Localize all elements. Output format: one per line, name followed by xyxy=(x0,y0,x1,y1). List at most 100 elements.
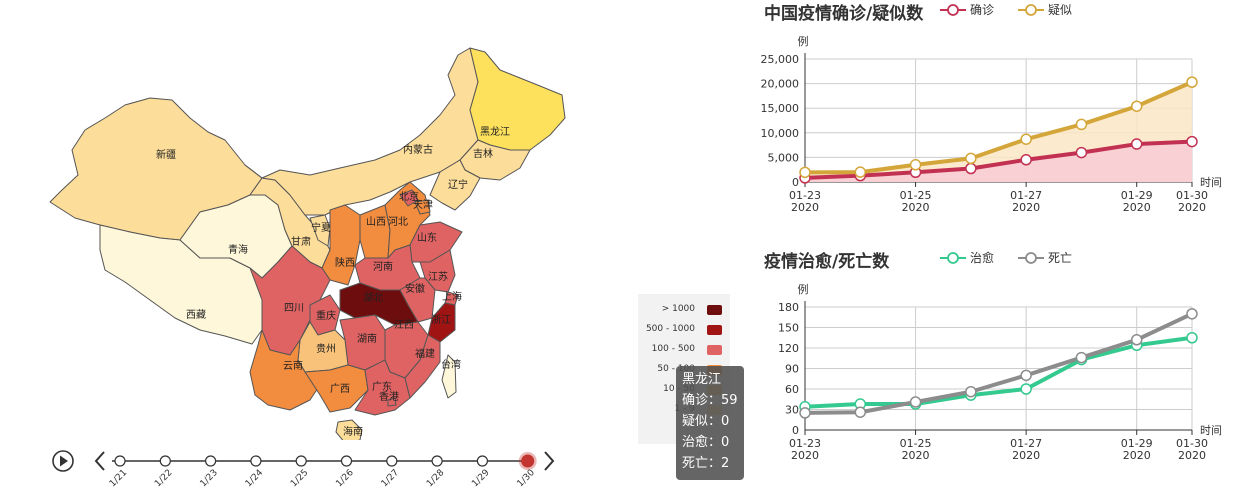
timeline-node[interactable] xyxy=(386,455,398,467)
data-point[interactable] xyxy=(909,159,922,171)
province-label: 上海 xyxy=(442,290,462,303)
data-point[interactable] xyxy=(1075,146,1088,159)
province-26[interactable] xyxy=(249,329,321,411)
timeline-node[interactable] xyxy=(159,455,171,467)
data-point[interactable] xyxy=(799,407,811,419)
data-point[interactable] xyxy=(1020,154,1032,166)
series-line xyxy=(804,335,1193,409)
data-point[interactable] xyxy=(1075,351,1088,364)
next-button[interactable] xyxy=(544,451,555,471)
province-label: 河北 xyxy=(388,216,408,228)
province-9[interactable] xyxy=(321,204,361,286)
data-point[interactable] xyxy=(965,162,977,175)
x-tick-label: 01-29 xyxy=(1121,189,1153,202)
province-13[interactable] xyxy=(414,199,431,215)
data-point[interactable] xyxy=(1020,369,1032,382)
province-31[interactable] xyxy=(387,397,397,407)
legend-item[interactable]: 治愈 xyxy=(940,250,994,265)
data-point[interactable] xyxy=(1020,133,1032,145)
y-tick-label: 10,000 xyxy=(761,127,800,140)
timeline-date-label: 1/28 xyxy=(425,468,447,490)
series-line xyxy=(804,139,1193,180)
visual-map-swatch xyxy=(707,345,722,355)
y-tick-label: 120 xyxy=(778,342,799,355)
legend-item[interactable]: 确诊 xyxy=(940,3,994,17)
province-label: 云南 xyxy=(283,359,303,372)
province-label: 河南 xyxy=(373,260,393,273)
legend-label: 死亡 xyxy=(1048,251,1072,265)
province-label: 江西 xyxy=(394,319,414,331)
x-axis-label: 时间 xyxy=(1200,424,1222,437)
x-tick-label: 01-23 xyxy=(789,189,821,202)
timeline-node[interactable] xyxy=(476,455,488,467)
y-tick-label: 30 xyxy=(785,404,799,417)
timeline-node[interactable] xyxy=(205,455,217,467)
timeline-node[interactable] xyxy=(114,455,126,467)
play-button[interactable] xyxy=(52,450,74,472)
x-tick-label: 01-25 xyxy=(900,437,932,450)
data-point[interactable] xyxy=(1130,138,1143,150)
x-tick-year: 2020 xyxy=(902,201,930,214)
tooltip-line-confirmed: 确诊：59 xyxy=(682,393,738,408)
data-point[interactable] xyxy=(1075,118,1088,131)
timeline-date-label: 1/26 xyxy=(334,468,356,490)
legend-item[interactable]: 死亡 xyxy=(1018,251,1072,265)
prev-button[interactable] xyxy=(94,451,105,471)
x-tick-year: 2020 xyxy=(1012,449,1040,462)
province-12[interactable] xyxy=(399,189,419,207)
cured-dead-chart: 疫情治愈/死亡数 治愈 死亡例030609012015018001-23202001… xyxy=(764,250,1222,462)
data-point[interactable] xyxy=(1020,383,1032,395)
y-tick-label: 180 xyxy=(778,301,799,314)
data-point[interactable] xyxy=(909,396,922,408)
data-point[interactable] xyxy=(1186,308,1198,320)
province-10[interactable] xyxy=(359,204,391,259)
series-line xyxy=(804,312,1193,415)
x-axis-label: 时间 xyxy=(1200,176,1222,189)
visual-map-label: 100 - 500 xyxy=(651,344,695,354)
timeline-node[interactable] xyxy=(340,455,353,467)
data-point[interactable] xyxy=(854,166,867,178)
visual-map-item[interactable]: 500 - 1000 xyxy=(638,322,730,338)
province-32[interactable] xyxy=(335,419,363,440)
visual-map-item[interactable]: 100 - 500 xyxy=(638,342,730,358)
data-point[interactable] xyxy=(965,152,977,165)
timeline-date-label: 1/27 xyxy=(380,468,401,489)
province-7[interactable] xyxy=(429,159,481,211)
timeline-node-current[interactable] xyxy=(521,454,535,468)
legend-item[interactable]: 疑似 xyxy=(1018,2,1072,17)
province-29[interactable] xyxy=(404,334,441,399)
visual-map-item[interactable]: > 1000 xyxy=(638,302,730,318)
data-point[interactable] xyxy=(1186,135,1198,148)
data-point[interactable] xyxy=(1130,100,1143,112)
x-tick-label: 01-27 xyxy=(1010,189,1042,202)
timeline-date-label: 1/22 xyxy=(153,468,174,489)
x-tick-year: 2020 xyxy=(902,449,930,462)
timeline-date-label: 1/21 xyxy=(108,468,129,489)
data-point[interactable] xyxy=(965,385,977,398)
x-tick-year: 2020 xyxy=(1178,201,1206,214)
timeline[interactable]: 1/21 1/22 1/23 1/24 1/25 1/26 1/27 1/28 1/29 1/30 xyxy=(0,440,600,490)
y-tick-label: 5,000 xyxy=(768,151,800,164)
x-tick-year: 2020 xyxy=(1012,201,1040,214)
province-5[interactable] xyxy=(469,47,566,151)
data-point[interactable] xyxy=(799,166,811,179)
timeline-node[interactable] xyxy=(295,455,307,467)
timeline-node[interactable] xyxy=(431,455,443,467)
play-icon[interactable] xyxy=(52,450,74,472)
data-point[interactable] xyxy=(1186,332,1198,344)
province-28[interactable] xyxy=(354,359,411,416)
y-tick-label: 150 xyxy=(778,322,799,335)
y-tick-label: 25,000 xyxy=(761,53,800,66)
data-point[interactable] xyxy=(1186,76,1198,88)
province-30[interactable] xyxy=(441,354,457,399)
data-point[interactable] xyxy=(854,406,867,418)
province-8[interactable] xyxy=(309,214,331,247)
data-point[interactable] xyxy=(1130,334,1143,346)
province-label: 香港 xyxy=(379,391,399,403)
x-tick-year: 2020 xyxy=(1123,201,1151,214)
timeline-node[interactable] xyxy=(250,455,262,467)
province-14[interactable] xyxy=(409,221,463,263)
visual-map-swatch xyxy=(707,305,722,315)
legend-label: 疑似 xyxy=(1048,2,1072,17)
